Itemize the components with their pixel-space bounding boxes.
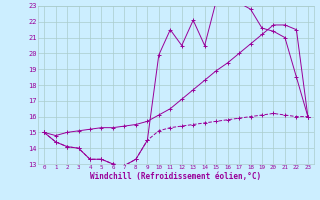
X-axis label: Windchill (Refroidissement éolien,°C): Windchill (Refroidissement éolien,°C)	[91, 172, 261, 181]
